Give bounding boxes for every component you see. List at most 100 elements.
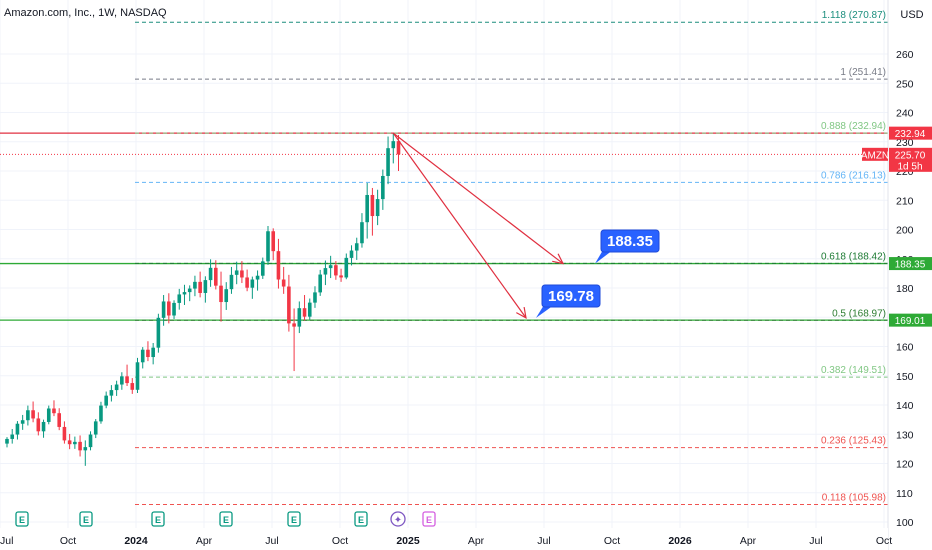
candle[interactable] [302,295,307,321]
candle[interactable] [10,428,15,444]
time-scale[interactable] [0,528,888,550]
candle[interactable] [271,228,276,261]
candle[interactable] [104,391,108,409]
candle[interactable] [328,255,333,279]
candle[interactable] [203,276,208,303]
candle[interactable] [52,400,56,417]
candle[interactable] [67,433,72,450]
candle-body [161,301,166,318]
candle[interactable] [334,261,338,280]
candle[interactable] [99,401,103,424]
price-tag-value: 232.94 [895,129,926,140]
candle[interactable] [161,295,166,326]
candle[interactable] [156,313,161,353]
candle[interactable] [15,421,20,440]
earnings-marker[interactable]: E [151,511,165,527]
candle[interactable] [307,298,312,320]
candle[interactable] [276,238,281,289]
earnings-marker[interactable]: E [219,511,233,527]
price-scale[interactable] [888,0,932,550]
candle[interactable] [20,414,25,430]
candle[interactable] [193,275,197,297]
candle[interactable] [234,261,239,285]
candle[interactable] [73,436,77,449]
candle[interactable] [219,271,223,322]
candle-body [323,268,328,275]
candle[interactable] [182,284,187,305]
candle[interactable] [78,435,82,457]
candle[interactable] [109,385,114,402]
candle[interactable] [339,268,343,282]
candle[interactable] [140,347,145,369]
earnings-letter: E [83,515,89,525]
candle[interactable] [172,300,176,320]
candle[interactable] [391,133,396,164]
candle[interactable] [375,189,380,226]
candle[interactable] [281,266,286,294]
candle[interactable] [88,431,93,451]
currency-label[interactable]: USD [900,9,923,21]
candle[interactable] [5,437,9,448]
candle[interactable] [26,405,30,426]
candle[interactable] [313,286,317,308]
candle[interactable] [83,440,88,466]
projection-arrow-line[interactable] [392,132,527,319]
candle[interactable] [266,225,270,265]
earnings-marker[interactable]: E [287,511,301,527]
target-callout[interactable]: 188.35 [595,229,660,264]
candle[interactable] [167,293,171,324]
candle[interactable] [198,271,202,298]
candle[interactable] [146,341,150,362]
candle[interactable] [245,269,249,292]
earnings-marker[interactable]: E [15,511,29,527]
candle-body [214,267,218,286]
candle[interactable] [370,187,375,236]
candle[interactable] [318,269,322,296]
candle[interactable] [287,274,291,332]
candle[interactable] [354,237,359,260]
candle[interactable] [240,261,244,284]
candle[interactable] [214,260,218,290]
candle[interactable] [62,421,67,444]
candle[interactable] [365,182,369,239]
candle[interactable] [187,285,192,302]
candle[interactable] [31,401,35,423]
candle[interactable] [386,136,390,185]
candle[interactable] [114,380,119,396]
candle[interactable] [208,259,213,287]
candle[interactable] [130,378,135,394]
projection-arrow-line[interactable] [392,132,564,265]
candle[interactable] [125,364,129,386]
earnings-marker[interactable]: E [422,511,436,527]
candle[interactable] [360,213,364,248]
earnings-marker[interactable]: E [79,511,93,527]
candle[interactable] [224,282,229,310]
currency-button[interactable] [894,4,930,24]
candle[interactable] [250,276,255,299]
candle[interactable] [344,253,349,280]
candle[interactable] [381,169,385,210]
candle[interactable] [41,419,46,438]
candle[interactable] [46,405,51,425]
candle[interactable] [57,408,61,431]
candle[interactable] [255,270,260,291]
candle[interactable] [36,412,41,436]
candle-body [93,421,98,435]
candle[interactable] [120,372,124,390]
earnings-marker[interactable]: E [354,511,368,527]
candle[interactable] [177,288,182,310]
target-callout[interactable]: 169.78 [536,284,601,318]
projection-arrow-head [552,253,565,265]
candle[interactable] [260,257,265,279]
candle[interactable] [135,357,140,394]
candle[interactable] [93,419,98,439]
candle[interactable] [349,245,354,266]
candle[interactable] [297,301,302,334]
dividend-event-marker[interactable]: ✦ [390,511,406,527]
candle[interactable] [323,260,328,286]
candle[interactable] [229,266,234,294]
candle[interactable] [292,308,296,372]
x-tick-label: Apr [468,535,485,547]
candle[interactable] [151,342,155,365]
